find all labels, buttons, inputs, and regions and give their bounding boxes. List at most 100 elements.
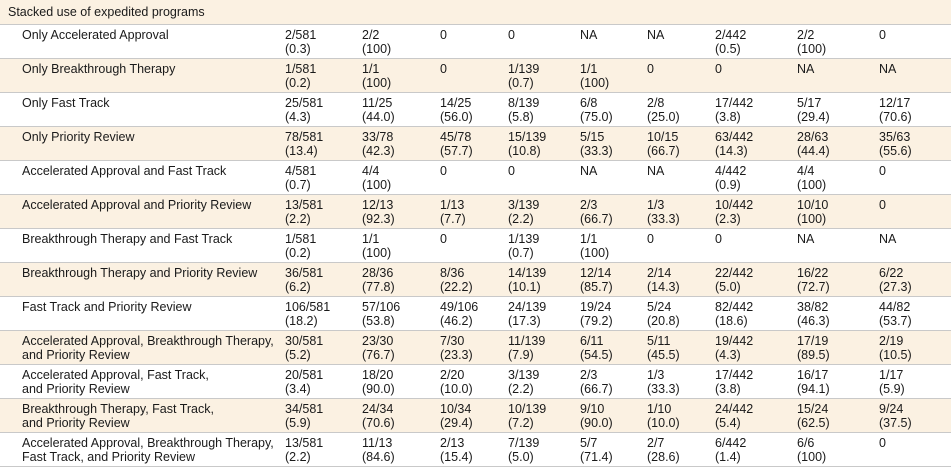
cell-percent: (7.9) xyxy=(508,348,534,362)
cell-count: 35/63 xyxy=(879,130,911,144)
table-row: Only Fast Track 25/581 (4.3) 11/25 (44.0) 14/… xyxy=(0,92,951,127)
cell-count: 1/581 xyxy=(285,232,317,246)
cell-percent: (5.2) xyxy=(285,348,311,362)
cell-count: 4/442 xyxy=(715,164,747,178)
row-label-line: Accelerated Approval and Fast Track xyxy=(22,164,227,178)
table-row: Accelerated Approval and Fast Track 4/581… xyxy=(0,160,951,195)
table-cell: 10/139 (7.2) xyxy=(508,398,580,433)
row-label-line: Breakthrough Therapy and Priority Review xyxy=(22,266,258,280)
cell-count: 7/30 xyxy=(440,334,465,348)
table-cell: 8/139 (5.8) xyxy=(508,92,580,127)
cell-percent: (2.3) xyxy=(715,212,741,226)
cell-count: 17/19 xyxy=(797,334,829,348)
cell-percent: (94.1) xyxy=(797,382,830,396)
table-cell: 10/34 (29.4) xyxy=(440,398,508,433)
row-label: Accelerated Approval, Breakthrough Thera… xyxy=(0,432,285,467)
table-cell: 2/2 (100) xyxy=(362,25,440,59)
cell-count: 6/442 xyxy=(715,436,747,450)
cell-percent: (10.0) xyxy=(647,416,680,430)
cell-percent: (62.5) xyxy=(797,416,830,430)
row-label-line: Only Priority Review xyxy=(22,130,135,144)
row-label-line: Fast Track, and Priority Review xyxy=(22,450,195,464)
cell-count: 11/139 xyxy=(508,334,546,348)
table-cell: 17/442 (3.8) xyxy=(715,364,797,399)
cell-percent: (17.3) xyxy=(508,314,541,328)
table-cell: 2/20 (10.0) xyxy=(440,364,508,399)
cell-count: 2/20 xyxy=(440,368,465,382)
cell-percent: (100) xyxy=(797,450,827,464)
table-cell: 1/1 (100) xyxy=(362,228,440,263)
table-cell: 9/10 (90.0) xyxy=(580,398,647,433)
row-label: Only Breakthrough Therapy xyxy=(0,58,285,93)
cell-count: 2/14 xyxy=(647,266,672,280)
cell-count: 2/442 xyxy=(715,28,747,42)
cell-count: 3/139 xyxy=(508,198,540,212)
table-cell: 35/63 (55.6) xyxy=(879,126,951,161)
cell-percent: (53.8) xyxy=(362,314,395,328)
table-cell: 1/3 (33.3) xyxy=(647,194,715,229)
table-row: Only Breakthrough Therapy 1/581 (0.2) 1/1 (1… xyxy=(0,58,951,93)
cell-percent: (18.6) xyxy=(715,314,748,328)
cell-count: 4/581 xyxy=(285,164,317,178)
table-cell: NA xyxy=(797,58,879,93)
table-cell: 15/139 (10.8) xyxy=(508,126,580,161)
cell-percent: (3.8) xyxy=(715,110,741,124)
cell-count: 10/10 xyxy=(797,198,829,212)
cell-count: NA xyxy=(580,28,598,42)
table-cell: 63/442 (14.3) xyxy=(715,126,797,161)
cell-percent: (10.1) xyxy=(508,280,541,294)
table-cell: 6/6 (100) xyxy=(797,432,879,467)
row-label-line: Only Breakthrough Therapy xyxy=(22,62,176,76)
table-cell: 2/13 (15.4) xyxy=(440,432,508,467)
cell-count: 2/3 xyxy=(580,368,598,382)
cell-count: 28/63 xyxy=(797,130,829,144)
cell-count: 9/24 xyxy=(879,402,904,416)
cell-count: 1/581 xyxy=(285,62,317,76)
cell-count: 19/442 xyxy=(715,334,754,348)
cell-count: 0 xyxy=(440,28,447,42)
cell-percent: (76.7) xyxy=(362,348,395,362)
cell-count: 1/17 xyxy=(879,368,904,382)
table-cell: 0 xyxy=(440,160,508,195)
row-label: Breakthrough Therapy and Priority Review xyxy=(0,262,285,297)
table-cell: 24/139 (17.3) xyxy=(508,296,580,331)
cell-percent: (44.0) xyxy=(362,110,395,124)
cell-count: 4/4 xyxy=(362,164,380,178)
cell-count: 45/78 xyxy=(440,130,472,144)
table-cell: 18/20 (90.0) xyxy=(362,364,440,399)
cell-count: 1/1 xyxy=(362,232,380,246)
cell-count: NA xyxy=(647,28,665,42)
table-cell: 1/17 (5.9) xyxy=(879,364,951,399)
cell-percent: (33.3) xyxy=(580,144,613,158)
cell-percent: (20.8) xyxy=(647,314,680,328)
cell-count: 25/581 xyxy=(285,96,324,110)
cell-percent: (66.7) xyxy=(647,144,680,158)
table-cell: 4/4 (100) xyxy=(797,160,879,195)
table-cell: NA xyxy=(879,58,951,93)
cell-count: NA xyxy=(797,232,815,246)
cell-count: 17/442 xyxy=(715,368,754,382)
cell-count: 2/2 xyxy=(362,28,380,42)
cell-percent: (77.8) xyxy=(362,280,395,294)
table-row: Accelerated Approval and Priority Review… xyxy=(0,194,951,229)
cell-count: 82/442 xyxy=(715,300,754,314)
table-cell: 5/11 (45.5) xyxy=(647,330,715,365)
cell-count: 18/20 xyxy=(362,368,394,382)
table-cell: 106/581 (18.2) xyxy=(285,296,362,331)
cell-percent: (15.4) xyxy=(440,450,473,464)
cell-count: 1/1 xyxy=(362,62,380,76)
table-row: Only Accelerated Approval 2/581 (0.3) 2/2 (1… xyxy=(0,25,951,59)
cell-count: 1/1 xyxy=(580,62,598,76)
cell-count: 0 xyxy=(440,62,447,76)
table-cell: 28/36 (77.8) xyxy=(362,262,440,297)
cell-count: 0 xyxy=(508,164,515,178)
table-cell: 1/1 (100) xyxy=(580,228,647,263)
cell-count: 0 xyxy=(440,164,447,178)
cell-count: 2/3 xyxy=(580,198,598,212)
cell-count: 10/34 xyxy=(440,402,472,416)
cell-percent: (3.4) xyxy=(285,382,311,396)
table-cell: 19/442 (4.3) xyxy=(715,330,797,365)
cell-count: 15/24 xyxy=(797,402,829,416)
cell-count: 2/13 xyxy=(440,436,465,450)
